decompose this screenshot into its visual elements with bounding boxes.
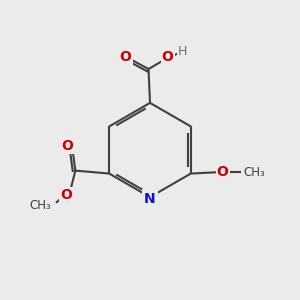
Text: O: O bbox=[162, 50, 174, 64]
Text: O: O bbox=[61, 188, 72, 202]
Text: CH₃: CH₃ bbox=[244, 166, 266, 178]
Text: O: O bbox=[120, 50, 131, 64]
Text: O: O bbox=[217, 165, 229, 179]
Text: CH₃: CH₃ bbox=[30, 199, 52, 212]
Text: H: H bbox=[178, 45, 187, 58]
Text: N: N bbox=[144, 192, 156, 206]
Text: O: O bbox=[62, 139, 74, 153]
